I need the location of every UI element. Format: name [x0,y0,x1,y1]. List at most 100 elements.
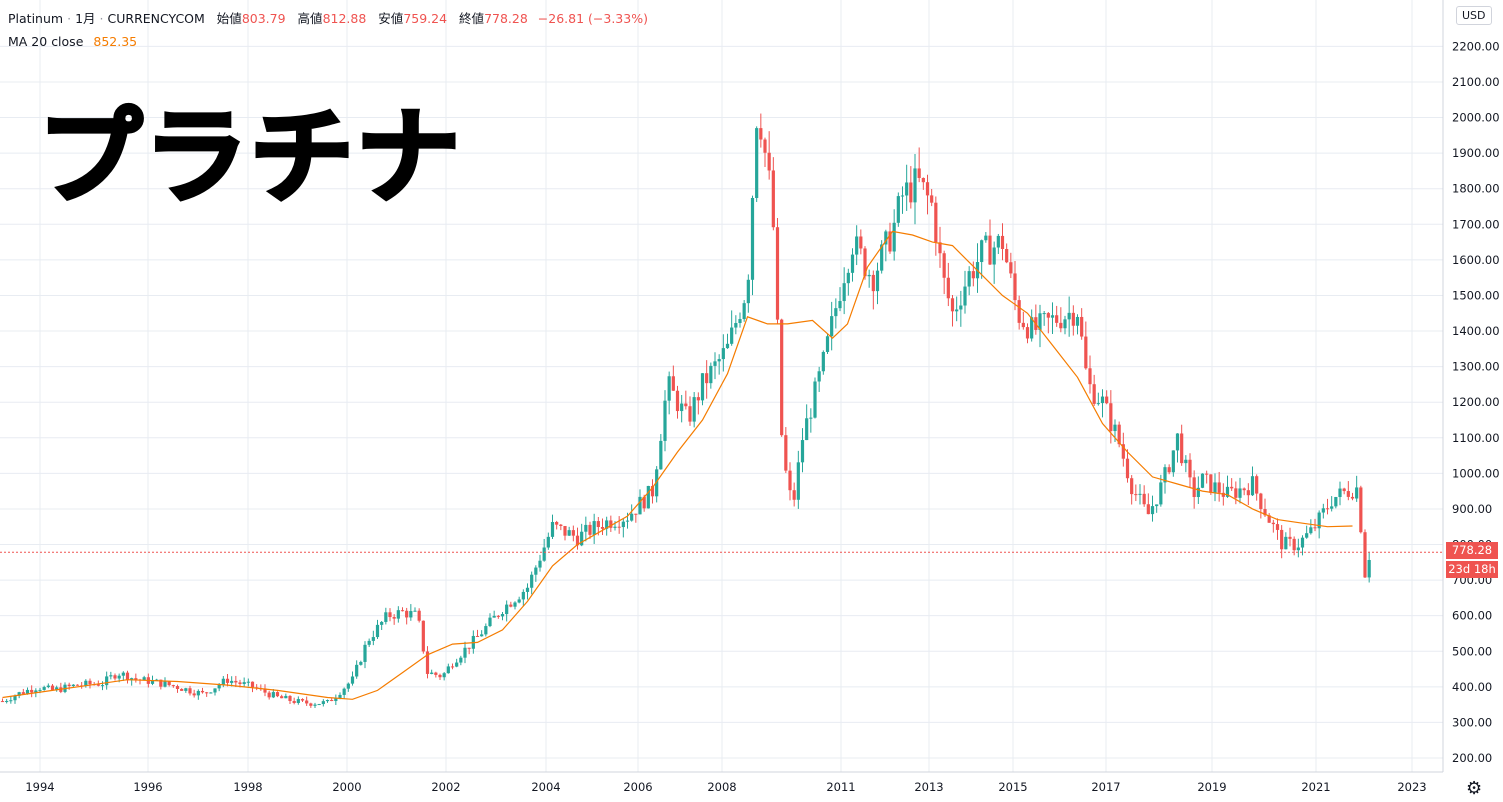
overlay-title: プラチナ [36,94,463,220]
candle-body [825,336,830,352]
candle-body [546,536,550,548]
candle-body [730,327,734,344]
candle-body [271,692,275,698]
time-tick-label: 1996 [133,780,162,794]
candle-body [1246,490,1250,496]
candle-body [1105,396,1109,404]
candle-body [609,520,613,528]
candle-body [167,681,171,686]
candle-body [896,196,900,223]
price-tick-label: 1200.00 [1452,395,1500,409]
candle-body [542,547,546,561]
candle-body [350,676,355,684]
candle-body [1138,493,1142,495]
price-tick-label: 1500.00 [1452,288,1500,302]
candle-body [1296,547,1300,551]
candle-body [600,527,605,529]
candle-body [784,435,788,471]
candle-body [992,247,996,265]
currency-badge[interactable]: USD [1456,6,1492,25]
interval[interactable]: 1月 [75,11,96,26]
candle-body [967,271,971,287]
candle-body [905,182,909,196]
candle-body [1338,488,1342,498]
candle-body [1155,504,1159,507]
candle-body [388,612,392,618]
candle-body [592,521,596,535]
candle-body [1092,384,1096,404]
candle-body [1009,262,1013,274]
candle-body [917,168,921,178]
candle-body [392,617,396,619]
candle-body [1030,317,1034,339]
candle-body [338,694,342,698]
candle-body [617,526,621,528]
candle-body [1230,486,1234,489]
candle-body [438,674,442,678]
candle-body [1330,506,1334,509]
candle-body [771,170,775,228]
candle-body [346,683,350,689]
ma-legend[interactable]: MA 20 close 852.35 [8,34,137,49]
candle-body [959,305,963,310]
candle-body [205,692,209,694]
price-tick-label: 1300.00 [1452,360,1500,374]
candle-body [275,692,280,697]
candle-body [209,692,213,694]
candle-body [580,531,584,546]
candle-body [475,635,480,637]
candle-body [1080,316,1084,337]
candle-body [509,604,513,607]
candle-body [521,591,525,600]
candle-body [788,470,792,491]
candle-body [305,700,309,704]
candle-body [1192,477,1196,498]
candle-body [696,397,700,401]
candle-body [184,688,188,691]
candle-body [113,675,117,679]
candle-body [800,440,805,463]
gear-icon[interactable]: ⚙ [1466,778,1483,799]
candle-body [442,673,446,678]
price-tick-label: 1800.00 [1452,182,1500,196]
candle-body [1117,424,1121,445]
candle-body [725,343,730,349]
candle-body [750,197,755,280]
candle-body [246,681,250,683]
candle-body [742,303,746,320]
time-tick-label: 1994 [25,780,54,794]
candle-body [913,168,917,203]
candle-body [55,687,59,691]
candle-body [171,685,175,687]
price-tick-label: 2200.00 [1452,39,1500,53]
candle-body [21,692,25,694]
candle-body [459,657,463,663]
candle-body [650,485,655,497]
candle-body [813,381,817,418]
candle-body [1005,249,1009,263]
symbol-name[interactable]: Platinum [8,11,64,26]
candle-body [513,602,517,607]
candle-body [75,684,80,686]
candle-body [496,615,500,617]
candle-body [1021,322,1025,328]
candle-body [925,182,930,196]
candle-body [775,227,780,320]
candle-body [530,574,534,588]
time-tick-label: 2002 [431,780,460,794]
candle-body [638,496,642,515]
candle-body [659,440,663,470]
candle-body [1255,476,1259,494]
candle-body [921,177,925,183]
candle-body [655,469,659,497]
candle-body [317,704,321,706]
price-tick-label: 400.00 [1452,680,1492,694]
candle-body [1196,487,1200,498]
candle-body [450,666,455,668]
candle-body [1200,473,1205,488]
candle-body [1205,473,1209,475]
candles [0,113,1371,709]
candle-body [1242,488,1246,491]
candle-body [1071,312,1075,326]
